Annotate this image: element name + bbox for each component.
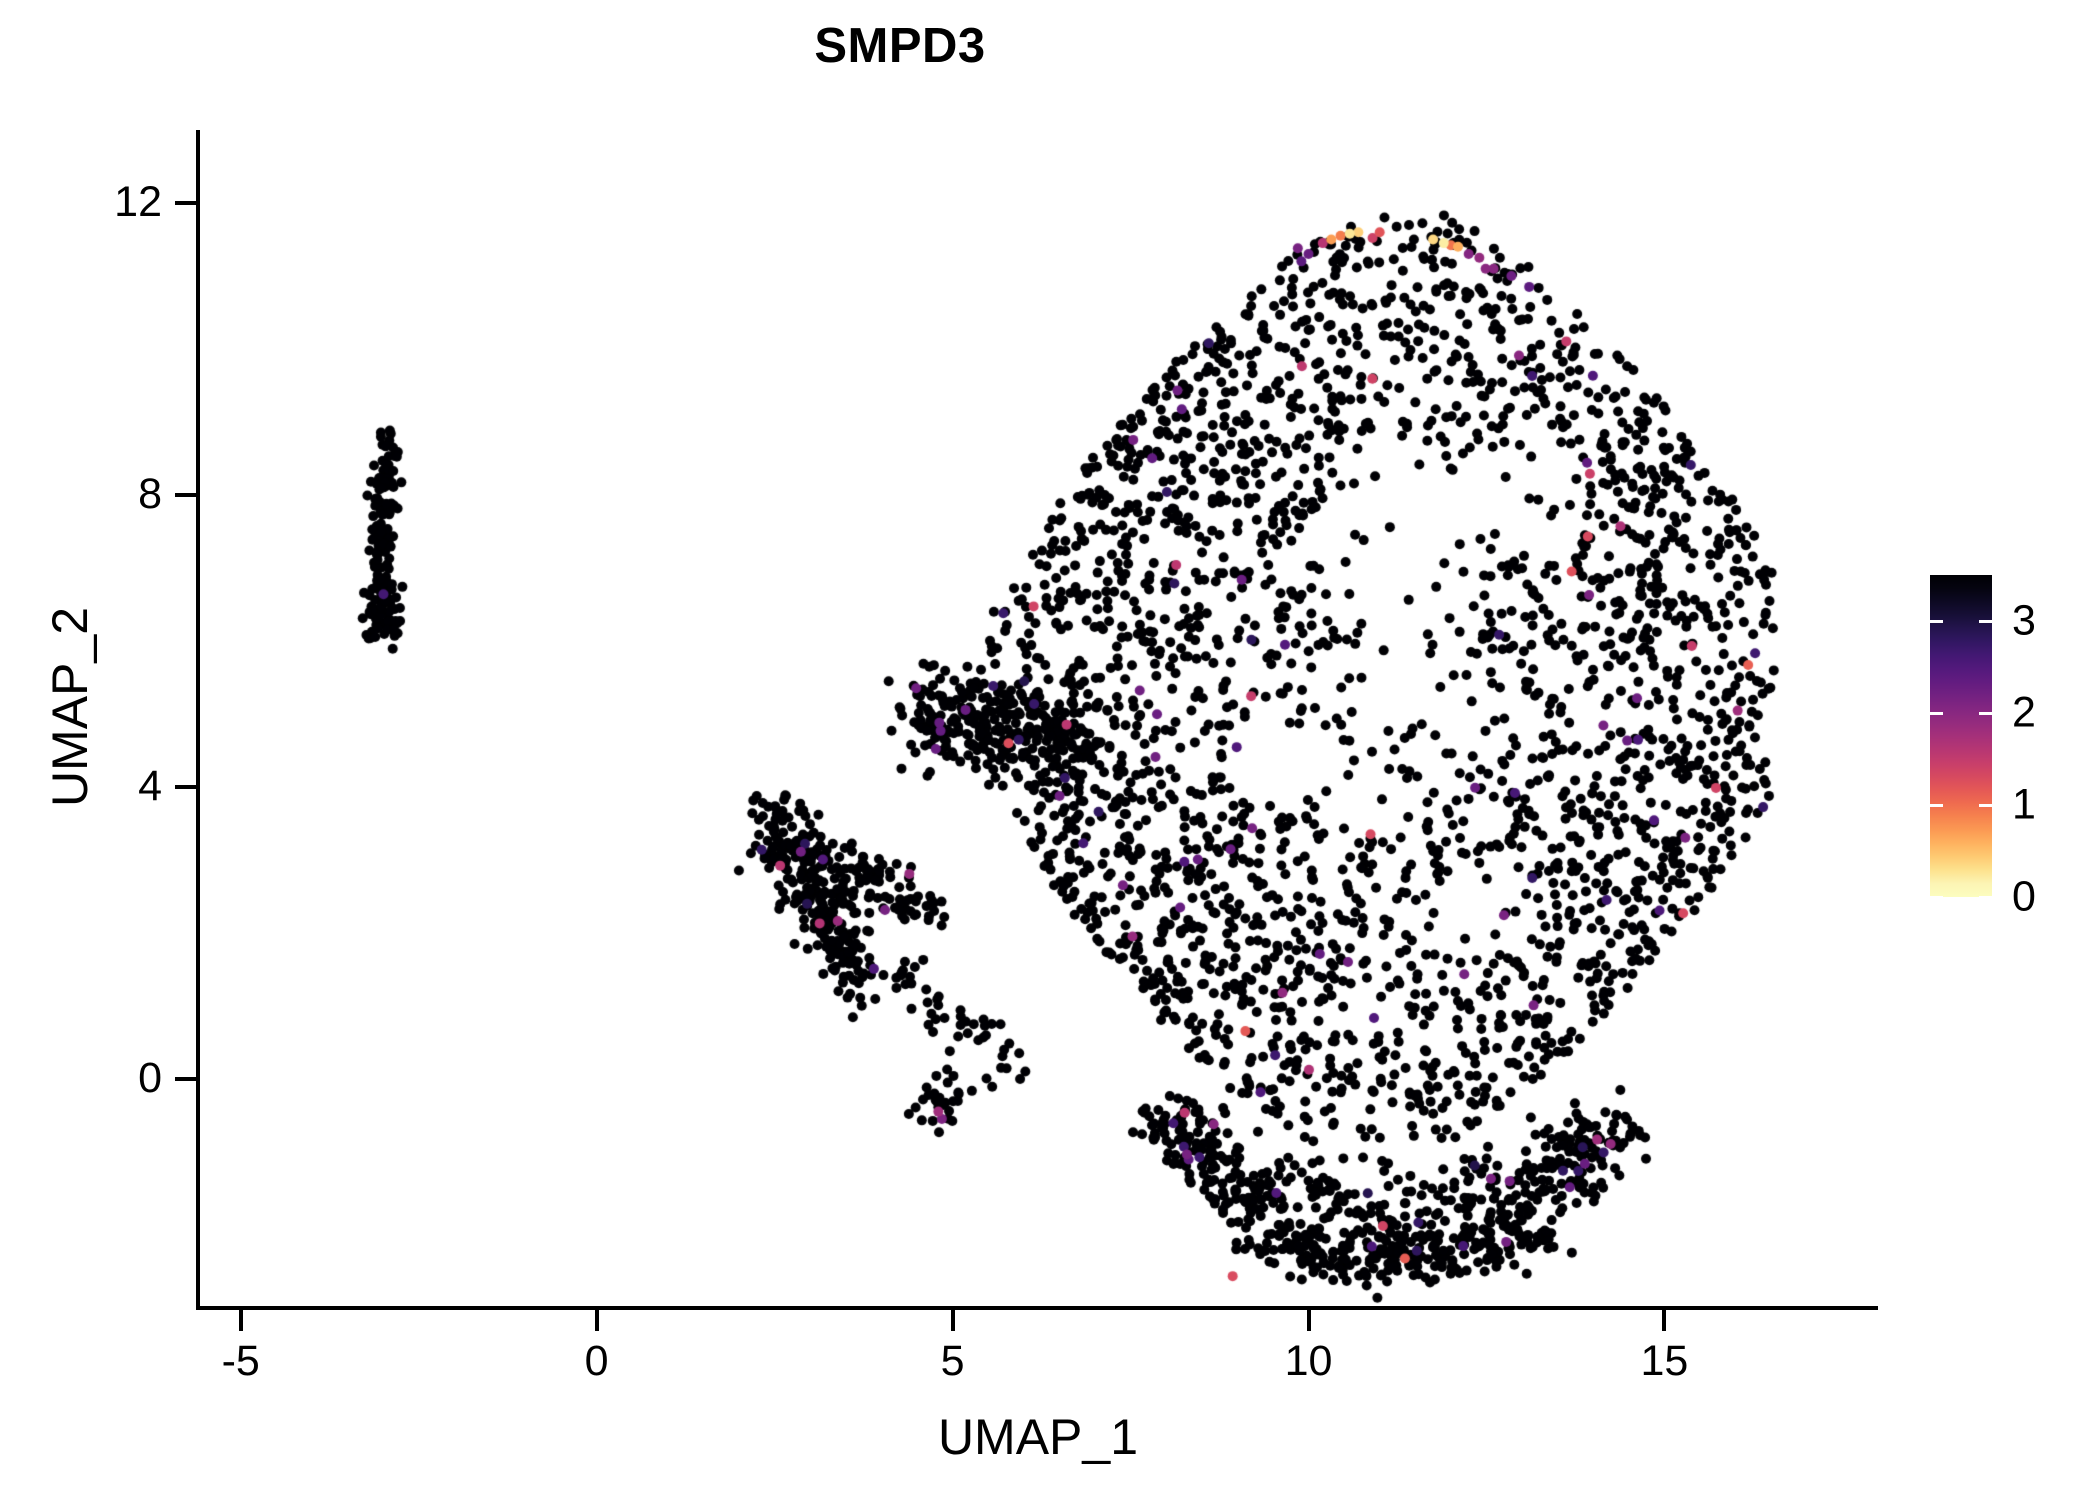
color-legend-tick-mark [1930,803,1943,807]
y-tick-mark [175,1076,196,1081]
plot-panel [198,130,1878,1305]
color-legend-tick-mark [1979,803,1992,807]
x-axis-title: UMAP_1 [937,1409,1139,1465]
y-tick-label: 0 [138,1053,162,1102]
x-axis-line [196,1306,1878,1310]
color-legend-gradient-bar [1930,575,1992,897]
x-tick-label: 10 [1284,1337,1333,1385]
x-tick-mark [1662,1310,1667,1331]
y-tick-mark [175,784,196,789]
color-legend-label: 1 [2012,780,2036,829]
x-tick-label: 0 [584,1337,609,1385]
color-legend-label: 2 [2012,688,2036,737]
color-legend-tick-mark [1979,619,1992,623]
y-tick-label: 12 [114,177,162,226]
y-axis-title: UMAP_2 [42,606,98,808]
scatter-plot-canvas [198,130,1878,1305]
x-tick-mark [950,1310,955,1331]
y-axis-line [196,130,200,1310]
x-tick-label: 15 [1640,1337,1689,1385]
x-tick-mark [594,1310,599,1331]
color-legend-tick-mark [1930,711,1943,715]
page-title: SMPD3 [814,19,986,73]
color-legend-tick-mark [1979,711,1992,715]
y-tick-label: 4 [138,761,162,810]
x-tick-label: -5 [221,1337,260,1385]
y-tick-label: 8 [138,469,162,518]
x-tick-label: 5 [940,1337,965,1385]
color-legend-label: 0 [2012,872,2036,921]
color-legend-tick-mark [1930,895,1943,899]
color-legend-label: 3 [2012,596,2036,645]
color-legend-tick-mark [1930,619,1943,623]
color-legend [1930,575,1992,899]
x-tick-mark [238,1310,243,1331]
y-tick-mark [175,492,196,497]
y-tick-mark [175,200,196,205]
color-legend-tick-mark [1979,895,1992,899]
x-tick-mark [1306,1310,1311,1331]
